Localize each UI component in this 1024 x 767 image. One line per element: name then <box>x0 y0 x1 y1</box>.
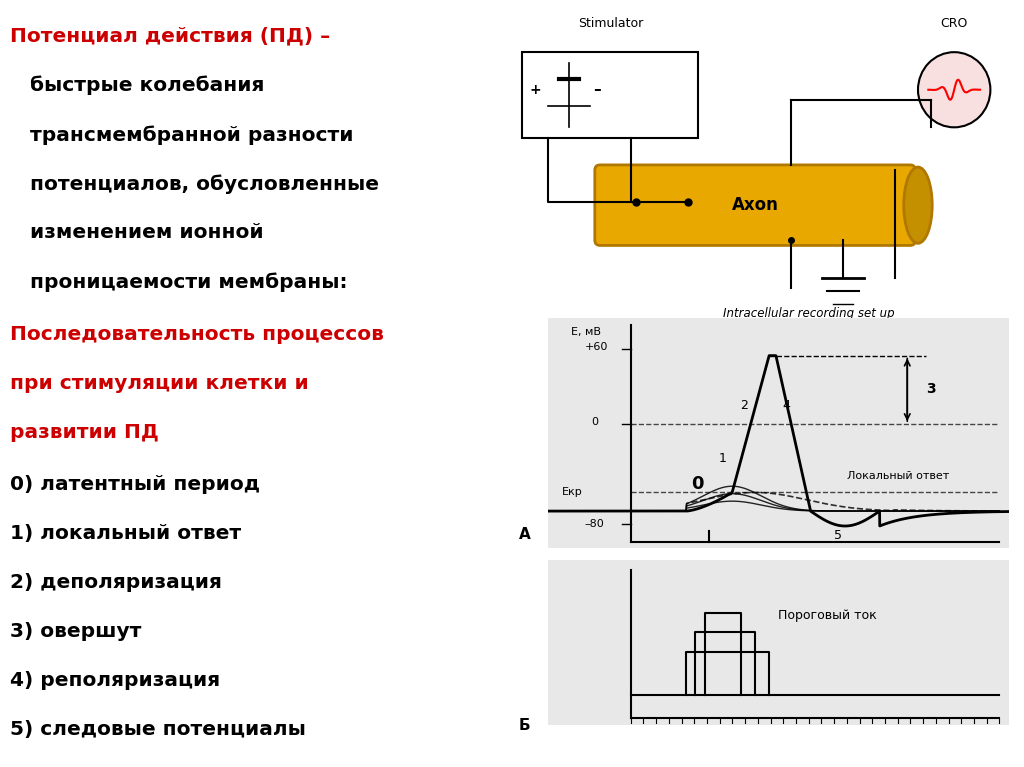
Text: +: + <box>529 83 541 97</box>
Text: 1) локальный ответ: 1) локальный ответ <box>10 524 242 543</box>
Text: трансмембранной разности: трансмембранной разности <box>31 125 354 145</box>
Text: проницаемости мембраны:: проницаемости мембраны: <box>31 272 348 292</box>
Text: Б: Б <box>519 718 530 733</box>
Text: Потенциал действия (ПД) –: Потенциал действия (ПД) – <box>10 27 331 46</box>
Text: 5) следовые потенциалы: 5) следовые потенциалы <box>10 720 306 739</box>
Text: Локальный ответ: Локальный ответ <box>848 471 949 481</box>
Text: E, мВ: E, мВ <box>571 327 601 337</box>
Text: потенциалов, обусловленные: потенциалов, обусловленные <box>31 174 380 194</box>
Text: Axon: Axon <box>732 196 778 214</box>
Text: 5: 5 <box>835 529 842 542</box>
Text: Пороговый ток: Пороговый ток <box>778 610 877 623</box>
Text: +60: +60 <box>585 342 608 352</box>
Text: –: – <box>594 82 601 97</box>
Text: Последовательность процессов: Последовательность процессов <box>10 325 384 344</box>
Text: 0: 0 <box>592 416 598 426</box>
Text: изменением ионной: изменением ионной <box>31 223 264 242</box>
Text: Екр: Екр <box>561 488 583 498</box>
Text: 2) деполяризация: 2) деполяризация <box>10 573 222 592</box>
Text: при стимуляции клетки и: при стимуляции клетки и <box>10 374 309 393</box>
Text: –80: –80 <box>585 518 604 528</box>
Text: Stimulator: Stimulator <box>578 18 643 30</box>
Text: 3) овершут: 3) овершут <box>10 622 141 641</box>
Text: Intracellular recording set up: Intracellular recording set up <box>723 307 895 320</box>
Text: 0: 0 <box>691 475 703 492</box>
Text: 4) реполяризация: 4) реполяризация <box>10 671 220 690</box>
Ellipse shape <box>904 167 932 243</box>
Text: А: А <box>519 527 530 542</box>
Text: 4: 4 <box>783 399 791 412</box>
FancyBboxPatch shape <box>522 52 698 138</box>
Text: развитии ПД: развитии ПД <box>10 423 159 443</box>
Text: 1: 1 <box>719 453 726 466</box>
Text: быстрые колебания: быстрые колебания <box>31 76 265 96</box>
Text: 2: 2 <box>740 399 749 412</box>
FancyBboxPatch shape <box>595 165 915 245</box>
Circle shape <box>918 52 990 127</box>
Text: 3: 3 <box>926 382 935 397</box>
Text: 0) латентный период: 0) латентный период <box>10 475 260 494</box>
Text: CRO: CRO <box>940 18 968 30</box>
